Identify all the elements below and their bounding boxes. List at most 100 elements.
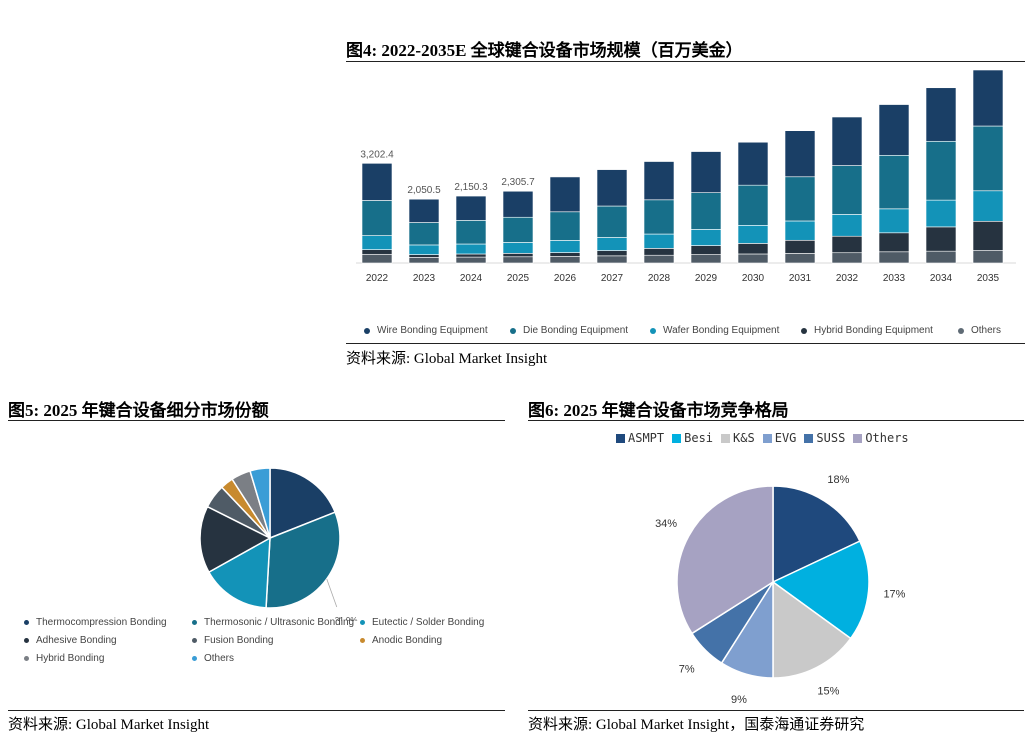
legend-dot-icon xyxy=(24,620,29,625)
fig4-x-tick-2026: 2026 xyxy=(554,273,577,284)
fig5-slice-others xyxy=(249,467,271,539)
fig5-label-leader xyxy=(326,578,338,608)
fig4-legend-label: Die Bonding Equipment xyxy=(523,325,629,336)
fig4-bar-wafer-bonding-equipment-2035 xyxy=(972,190,1004,222)
fig4-bar-others-2030 xyxy=(737,253,769,264)
fig4-bar-wafer-bonding-equipment-2031 xyxy=(784,220,816,241)
fig4-data-label-2024: 2,150.3 xyxy=(454,182,488,193)
fig4-legend-item-die-bonding-equipment: Die Bonding Equipment xyxy=(510,325,628,336)
fig4-data-label-2025: 2,305.7 xyxy=(501,177,535,188)
fig4-x-tick-2022: 2022 xyxy=(366,273,389,284)
fig4-bar-wire-bonding-equipment-2024 xyxy=(455,195,487,221)
fig4-bar-wafer-bonding-equipment-2024 xyxy=(455,243,487,255)
fig4-bar-others-2023 xyxy=(408,257,440,264)
fig5-legend-label: Thermosonic / Ultrasonic Bonding xyxy=(204,617,355,628)
fig4-title: 图4: 2022-2035E 全球键合设备市场规模（百万美金） xyxy=(346,41,743,60)
fig5-legend-label: Others xyxy=(204,653,235,664)
fig5-source: 资料来源: Global Market Insight xyxy=(8,717,210,733)
fig4-bar-die-bonding-equipment-2035 xyxy=(972,125,1004,192)
fig4-bar-hybrid-bonding-equipment-2022 xyxy=(361,249,393,255)
fig4-x-tick-2032: 2032 xyxy=(836,273,859,284)
fig4-bar-hybrid-bonding-equipment-2035 xyxy=(972,220,1004,251)
fig4-bar-wire-bonding-equipment-2033 xyxy=(878,104,910,156)
fig6-legend-swatch-suss xyxy=(804,433,814,443)
fig6-legend-label-others: Others xyxy=(865,431,909,445)
legend-dot-icon xyxy=(24,638,29,643)
fig5-legend-label: Anodic Bonding xyxy=(372,635,443,646)
fig4-bar-die-bonding-equipment-2027 xyxy=(596,205,628,238)
fig4-x-tick-2029: 2029 xyxy=(695,273,718,284)
fig4-bar-wafer-bonding-equipment-2027 xyxy=(596,237,628,251)
fig4-bar-wafer-bonding-equipment-2023 xyxy=(408,244,440,255)
fig4-top-rule xyxy=(346,61,1025,62)
fig5-slice-thermosonic-ultrasonic-bonding xyxy=(265,511,341,609)
fig4-bar-die-bonding-equipment-2022 xyxy=(361,200,393,236)
fig4-bar-wafer-bonding-equipment-2032 xyxy=(831,214,863,237)
fig4-bar-die-bonding-equipment-2024 xyxy=(455,220,487,245)
fig4-bar-wire-bonding-equipment-2027 xyxy=(596,169,628,207)
fig5-bottom-rule xyxy=(8,710,505,711)
fig5-legend-label: Fusion Bonding xyxy=(204,635,274,646)
fig4-legend-label: Wire Bonding Equipment xyxy=(377,325,488,336)
fig4-bar-hybrid-bonding-equipment-2027 xyxy=(596,250,628,257)
fig6-legend-label-suss: SUSS xyxy=(816,431,846,445)
fig6-title: 图6: 2025 年键合设备市场竞争格局 xyxy=(528,401,789,420)
fig6-slice-label-k-s: 15% xyxy=(817,686,839,698)
fig5-legend-label: Thermocompression Bonding xyxy=(36,617,167,628)
fig4-bar-die-bonding-equipment-2025 xyxy=(502,216,534,243)
fig4-bar-wire-bonding-equipment-2026 xyxy=(549,176,581,213)
fig4-bar-die-bonding-equipment-2023 xyxy=(408,222,440,246)
fig4-bar-others-2024 xyxy=(455,256,487,264)
fig4-bar-hybrid-bonding-equipment-2030 xyxy=(737,243,769,255)
fig5-legend-label: Adhesive Bonding xyxy=(36,635,117,646)
fig4-bar-hybrid-bonding-equipment-2029 xyxy=(690,245,722,255)
fig6-pie-chart: 18% 17% 15% 9% 7% 34% xyxy=(655,474,906,704)
fig4-bar-wire-bonding-equipment-2035 xyxy=(972,69,1004,127)
fig6-legend-label-k-s: K&S xyxy=(733,431,755,445)
fig4-bar-hybrid-bonding-equipment-2025 xyxy=(502,253,534,258)
fig4-bar-wafer-bonding-equipment-2034 xyxy=(925,199,957,228)
fig4-bar-wire-bonding-equipment-2022 xyxy=(361,163,393,201)
fig4-x-tick-2030: 2030 xyxy=(742,273,765,284)
fig4-bar-others-2034 xyxy=(925,250,957,264)
fig4-data-label-2022: 3,202.4 xyxy=(360,149,394,160)
fig4-bar-others-2031 xyxy=(784,253,816,264)
fig4-legend-item-others: Others xyxy=(958,325,1001,336)
fig4-bar-hybrid-bonding-equipment-2031 xyxy=(784,239,816,254)
fig4-bar-wire-bonding-equipment-2029 xyxy=(690,151,722,193)
fig6-top-rule xyxy=(528,420,1024,421)
fig4-bar-die-bonding-equipment-2033 xyxy=(878,154,910,210)
fig5-legend-item-eutectic-solder-bonding: Eutectic / Solder Bonding xyxy=(360,617,484,628)
fig6-slice-label-besi: 17% xyxy=(883,588,905,600)
fig6-slice-asmpt xyxy=(772,485,861,584)
fig5-legend-item-others: Others xyxy=(192,653,234,664)
fig4-bar-wafer-bonding-equipment-2025 xyxy=(502,242,534,254)
fig4-legend-item-hybrid-bonding-equipment: Hybrid Bonding Equipment xyxy=(801,325,933,336)
fig4-bar-hybrid-bonding-equipment-2023 xyxy=(408,254,440,258)
fig4-bar-wire-bonding-equipment-2030 xyxy=(737,141,769,186)
fig4-bar-others-2026 xyxy=(549,256,581,264)
fig5-legend-item-thermosonic-ultrasonic-bonding: Thermosonic / Ultrasonic Bonding xyxy=(192,617,354,628)
fig4-bar-others-2022 xyxy=(361,253,393,264)
legend-dot-icon xyxy=(24,656,29,661)
fig4-x-tick-2028: 2028 xyxy=(648,273,671,284)
fig4-bar-others-2033 xyxy=(878,251,910,264)
fig4-bar-hybrid-bonding-equipment-2026 xyxy=(549,252,581,257)
fig4-bar-chart: 2022 3,202.4 2023 2,050.5 2024 2,150.3 2025 2,3… xyxy=(356,69,1016,284)
fig6-legend-swatch-evg xyxy=(762,433,772,443)
fig5-slice-eutectic-solder-bonding xyxy=(207,536,271,609)
fig4-bottom-rule xyxy=(346,343,1025,344)
fig4-bar-wafer-bonding-equipment-2030 xyxy=(737,225,769,244)
fig6-slice-label-asmpt: 18% xyxy=(827,474,849,486)
fig4-bar-others-2025 xyxy=(502,256,534,264)
legend-dot-icon xyxy=(192,638,197,643)
fig6-slice-others xyxy=(676,485,774,635)
fig5-pie-chart: 31.9% xyxy=(199,467,358,621)
fig5-legend-item-thermocompression-bonding: Thermocompression Bonding xyxy=(24,617,167,628)
fig5-slice-label: 31.9% xyxy=(335,616,358,621)
fig4-bar-others-2027 xyxy=(596,255,628,264)
fig6-legend: ASMPT Besi K&S EVG SUSS Others xyxy=(616,431,909,445)
fig6-legend-swatch-asmpt xyxy=(616,433,625,443)
fig4-x-tick-2031: 2031 xyxy=(789,273,812,284)
fig5-top-rule xyxy=(8,420,505,421)
